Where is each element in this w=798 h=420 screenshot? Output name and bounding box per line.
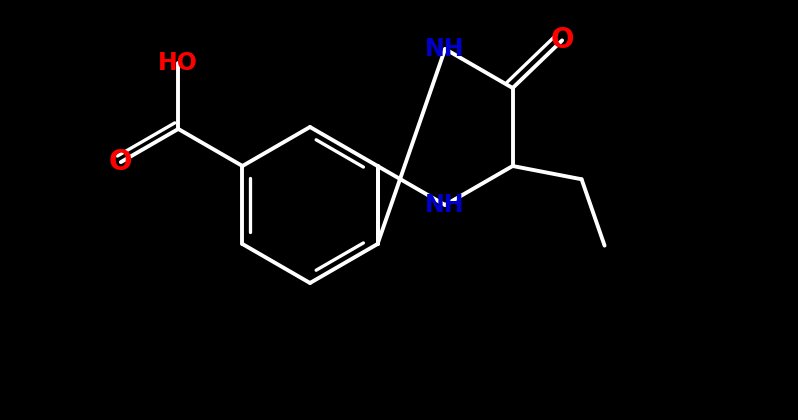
Text: O: O bbox=[551, 26, 574, 55]
Text: NH: NH bbox=[425, 193, 465, 217]
Text: NH: NH bbox=[425, 37, 465, 61]
Text: HO: HO bbox=[158, 51, 198, 75]
Text: O: O bbox=[109, 148, 132, 176]
